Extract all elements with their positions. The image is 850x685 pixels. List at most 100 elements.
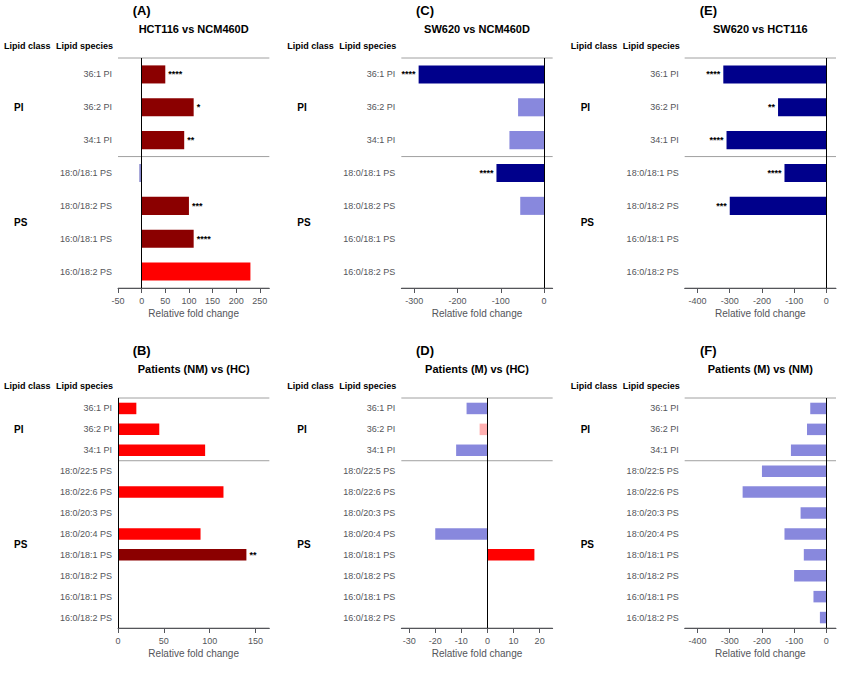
svg-text:-30: -30: [403, 636, 416, 646]
svg-text:16:0/18:1 PS: 16:0/18:1 PS: [627, 592, 679, 602]
svg-text:Relative fold change: Relative fold change: [148, 648, 239, 659]
svg-text:36:1 PI: 36:1 PI: [83, 69, 112, 79]
svg-text:34:1 PI: 34:1 PI: [650, 445, 679, 455]
svg-text:-200: -200: [753, 636, 771, 646]
svg-text:Lipid class: Lipid class: [571, 381, 618, 391]
svg-text:18:0/22:6 PS: 18:0/22:6 PS: [343, 487, 395, 497]
svg-text:50: 50: [160, 296, 170, 306]
svg-text:36:1 PI: 36:1 PI: [367, 69, 396, 79]
svg-text:Lipid class: Lipid class: [571, 41, 618, 51]
svg-text:18:0/18:1 PS: 18:0/18:1 PS: [60, 550, 112, 560]
svg-text:-100: -100: [785, 636, 803, 646]
svg-text:PI: PI: [297, 424, 307, 435]
svg-text:36:2 PI: 36:2 PI: [367, 102, 396, 112]
svg-text:18:0/20:3 PS: 18:0/20:3 PS: [60, 508, 112, 518]
svg-text:34:1 PI: 34:1 PI: [83, 445, 112, 455]
svg-text:-200: -200: [449, 296, 467, 306]
svg-text:PI: PI: [14, 102, 24, 113]
svg-text:36:1 PI: 36:1 PI: [650, 69, 679, 79]
svg-text:Lipid species: Lipid species: [623, 381, 680, 391]
svg-text:Patients (NM) vs (HC): Patients (NM) vs (HC): [138, 363, 250, 375]
svg-text:***: ***: [716, 201, 727, 211]
svg-text:Lipid class: Lipid class: [4, 41, 51, 51]
svg-text:18:0/18:1 PS: 18:0/18:1 PS: [343, 168, 395, 178]
svg-text:50: 50: [159, 636, 169, 646]
svg-text:36:1 PI: 36:1 PI: [83, 403, 112, 413]
svg-text:***: ***: [192, 201, 203, 211]
svg-text:36:2 PI: 36:2 PI: [83, 102, 112, 112]
svg-text:Lipid class: Lipid class: [287, 41, 334, 51]
svg-text:SW620 vs HCT116: SW620 vs HCT116: [713, 23, 808, 35]
svg-text:18:0/18:2 PS: 18:0/18:2 PS: [60, 201, 112, 211]
svg-text:100: 100: [181, 296, 196, 306]
svg-text:Patients (M) vs (NM): Patients (M) vs (NM): [708, 363, 813, 375]
svg-text:*: *: [197, 102, 201, 112]
svg-text:18:0/22:5 PS: 18:0/22:5 PS: [343, 466, 395, 476]
svg-text:-300: -300: [721, 296, 739, 306]
svg-text:-20: -20: [429, 636, 442, 646]
svg-text:PI: PI: [14, 424, 24, 435]
svg-text:Lipid species: Lipid species: [56, 381, 113, 391]
svg-text:(F): (F): [700, 343, 717, 358]
svg-text:18:0/22:6 PS: 18:0/22:6 PS: [60, 487, 112, 497]
svg-text:-100: -100: [785, 296, 803, 306]
svg-text:16:0/18:1 PS: 16:0/18:1 PS: [343, 592, 395, 602]
svg-text:Relative fold change: Relative fold change: [715, 308, 806, 319]
svg-text:Relative fold change: Relative fold change: [148, 308, 239, 319]
svg-text:16:0/18:2 PS: 16:0/18:2 PS: [343, 613, 395, 623]
svg-text:****: ****: [479, 168, 494, 178]
svg-text:34:1 PI: 34:1 PI: [367, 445, 396, 455]
svg-text:36:2 PI: 36:2 PI: [650, 424, 679, 434]
svg-text:0: 0: [485, 636, 490, 646]
svg-text:**: **: [768, 102, 776, 112]
svg-text:Lipid species: Lipid species: [339, 381, 396, 391]
svg-text:16:0/18:1 PS: 16:0/18:1 PS: [60, 234, 112, 244]
svg-text:-10: -10: [455, 636, 468, 646]
svg-text:-300: -300: [721, 636, 739, 646]
svg-text:-200: -200: [753, 296, 771, 306]
svg-text:16:0/18:2 PS: 16:0/18:2 PS: [627, 613, 679, 623]
svg-text:(A): (A): [133, 3, 151, 18]
svg-text:16:0/18:1 PS: 16:0/18:1 PS: [60, 592, 112, 602]
svg-text:36:2 PI: 36:2 PI: [367, 424, 396, 434]
svg-text:**: **: [249, 550, 257, 560]
svg-text:16:0/18:2 PS: 16:0/18:2 PS: [627, 267, 679, 277]
svg-text:Relative fold change: Relative fold change: [432, 648, 523, 659]
svg-text:20: 20: [535, 636, 545, 646]
svg-text:36:2 PI: 36:2 PI: [83, 424, 112, 434]
svg-text:0: 0: [139, 296, 144, 306]
svg-text:PS: PS: [581, 539, 595, 550]
svg-text:Patients (M) vs (HC): Patients (M) vs (HC): [425, 363, 529, 375]
svg-text:100: 100: [202, 636, 217, 646]
svg-text:-100: -100: [492, 296, 510, 306]
svg-text:34:1 PI: 34:1 PI: [367, 135, 396, 145]
svg-text:18:0/20:4 PS: 18:0/20:4 PS: [60, 529, 112, 539]
svg-text:18:0/18:2 PS: 18:0/18:2 PS: [343, 571, 395, 581]
svg-text:18:0/18:2 PS: 18:0/18:2 PS: [60, 571, 112, 581]
svg-text:Lipid species: Lipid species: [339, 41, 396, 51]
svg-text:Lipid class: Lipid class: [4, 381, 51, 391]
svg-text:18:0/22:5 PS: 18:0/22:5 PS: [60, 466, 112, 476]
svg-text:36:2 PI: 36:2 PI: [650, 102, 679, 112]
svg-text:(E): (E): [700, 3, 717, 18]
svg-text:18:0/18:2 PS: 18:0/18:2 PS: [627, 201, 679, 211]
svg-text:18:0/22:5 PS: 18:0/22:5 PS: [627, 466, 679, 476]
svg-text:18:0/20:3 PS: 18:0/20:3 PS: [627, 508, 679, 518]
svg-text:Lipid species: Lipid species: [56, 41, 113, 51]
svg-text:0: 0: [115, 636, 120, 646]
svg-text:36:1 PI: 36:1 PI: [367, 403, 396, 413]
svg-text:16:0/18:2 PS: 16:0/18:2 PS: [60, 613, 112, 623]
svg-text:18:0/18:1 PS: 18:0/18:1 PS: [627, 550, 679, 560]
svg-text:18:0/18:1 PS: 18:0/18:1 PS: [343, 550, 395, 560]
svg-text:18:0/18:2 PS: 18:0/18:2 PS: [627, 571, 679, 581]
svg-text:****: ****: [710, 135, 725, 145]
svg-text:34:1 PI: 34:1 PI: [83, 135, 112, 145]
svg-text:**: **: [187, 135, 195, 145]
svg-text:-400: -400: [689, 296, 707, 306]
svg-text:-50: -50: [111, 296, 124, 306]
svg-text:34:1 PI: 34:1 PI: [650, 135, 679, 145]
svg-text:SW620 vs NCM460D: SW620 vs NCM460D: [424, 23, 530, 35]
svg-text:PI: PI: [581, 424, 591, 435]
svg-text:16:0/18:2 PS: 16:0/18:2 PS: [343, 267, 395, 277]
svg-text:Relative fold change: Relative fold change: [715, 648, 806, 659]
